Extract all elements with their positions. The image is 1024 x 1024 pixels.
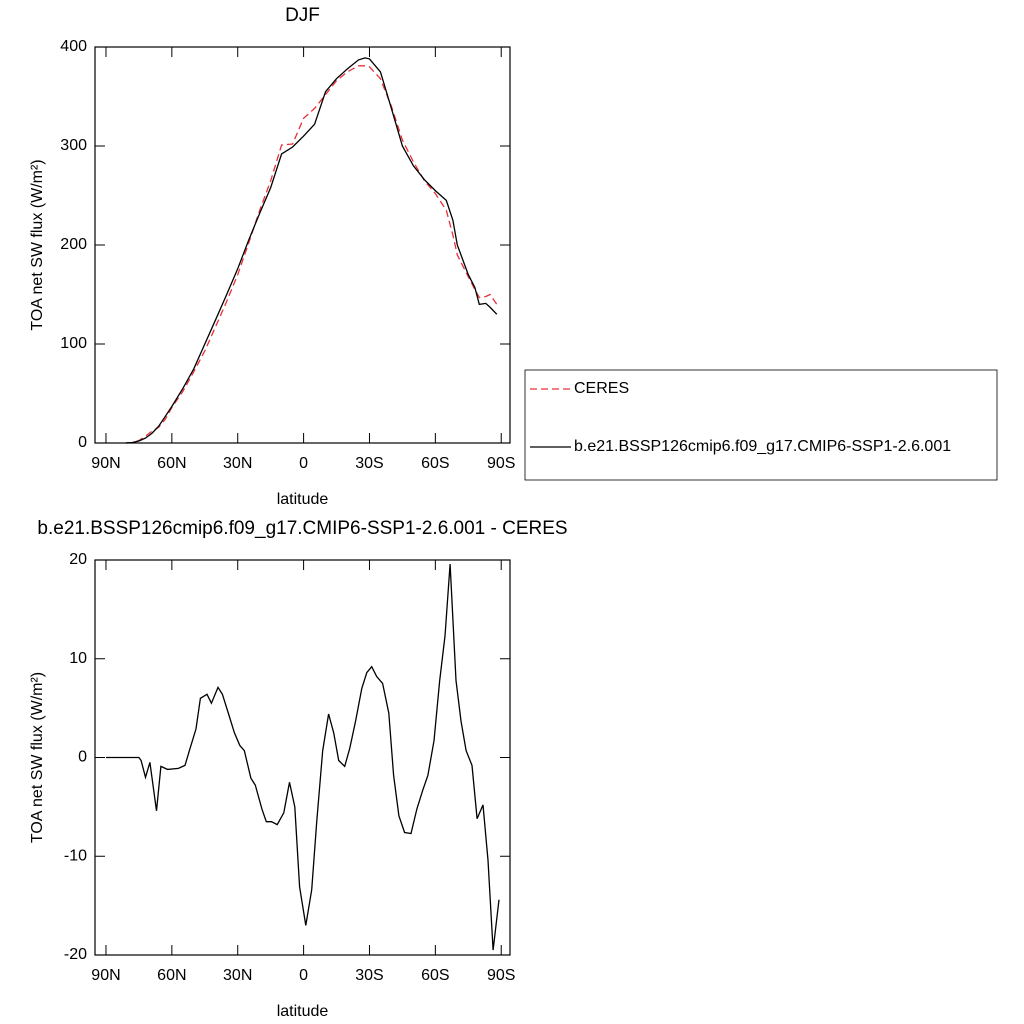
legend-label: b.e21.BSSP126cmip6.f09_g17.CMIP6-SSP1-2.…: [574, 438, 951, 455]
legend-box: [524, 369, 998, 481]
chart-title: b.e21.BSSP126cmip6.f09_g17.CMIP6-SSP1-2.…: [37, 518, 567, 539]
data-line: [125, 57, 498, 444]
legend-label: CERES: [574, 380, 629, 397]
x-axis-label: latitude: [277, 491, 329, 508]
x-tick-label: 60N: [157, 455, 186, 472]
x-tick-label: 30S: [355, 455, 383, 472]
x-tick-label: 90N: [91, 455, 120, 472]
y-axis-label: TOA net SW flux (W/m²): [29, 159, 46, 330]
x-tick-label: 30N: [223, 967, 252, 984]
plot-frame: [94, 559, 511, 956]
data-line: [125, 65, 498, 444]
x-tick-label: 0: [299, 967, 308, 984]
y-tick-label: 0: [78, 434, 87, 451]
x-tick-label: 30S: [355, 967, 383, 984]
y-tick-label: -10: [64, 847, 87, 864]
x-tick-label: 90S: [487, 967, 515, 984]
y-axis-label: TOA net SW flux (W/m²): [29, 672, 46, 843]
x-axis-label: latitude: [277, 1003, 329, 1020]
plot-frame: [94, 46, 511, 444]
y-tick-label: 300: [60, 137, 87, 154]
y-tick-label: 200: [60, 236, 87, 253]
y-tick-label: 400: [60, 38, 87, 55]
x-tick-label: 60N: [157, 967, 186, 984]
y-tick-label: 100: [60, 335, 87, 352]
y-tick-label: 20: [69, 551, 87, 568]
y-tick-label: 0: [78, 749, 87, 766]
data-line: [106, 563, 500, 951]
y-tick-label: -20: [64, 946, 87, 963]
x-tick-label: 0: [299, 455, 308, 472]
x-tick-label: 90S: [487, 455, 515, 472]
x-tick-label: 30N: [223, 455, 252, 472]
x-tick-label: 60S: [421, 967, 449, 984]
chart-title: DJF: [285, 5, 320, 26]
x-tick-label: 60S: [421, 455, 449, 472]
x-tick-label: 90N: [91, 967, 120, 984]
y-tick-label: 10: [69, 650, 87, 667]
